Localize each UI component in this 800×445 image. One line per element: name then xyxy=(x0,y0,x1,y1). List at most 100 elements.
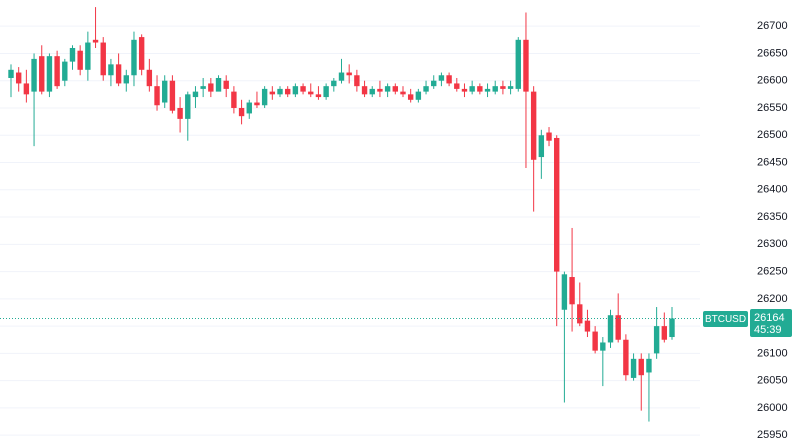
y-tick-label: 26400 xyxy=(757,184,788,196)
candle-body xyxy=(8,69,14,78)
candle-body xyxy=(346,72,352,76)
candle-body xyxy=(308,91,314,95)
candle-body xyxy=(384,86,391,92)
candle-body xyxy=(523,39,529,92)
candle-body xyxy=(315,94,322,98)
candle-body xyxy=(131,39,137,76)
candle-body xyxy=(630,358,637,378)
candle-body xyxy=(554,137,560,272)
candle-body xyxy=(569,277,575,305)
grid xyxy=(0,25,700,436)
candle-body xyxy=(484,88,491,92)
candle-body xyxy=(185,94,191,119)
candle-body xyxy=(661,326,668,340)
candle-body xyxy=(623,339,629,376)
candle-body xyxy=(31,58,37,92)
candle-body xyxy=(231,91,237,108)
candle-body xyxy=(177,107,183,119)
symbol-badge xyxy=(703,311,748,327)
symbol-label: BTCUSD xyxy=(705,314,746,325)
candle-body xyxy=(246,102,252,114)
y-tick-label: 26200 xyxy=(757,293,788,305)
candle-body xyxy=(407,94,414,100)
candle-body xyxy=(431,80,437,87)
candle-body xyxy=(261,88,268,106)
candle-body xyxy=(454,83,460,89)
candle-body xyxy=(85,42,91,70)
candle-body xyxy=(415,91,422,100)
candle-body xyxy=(561,274,568,310)
candle-body xyxy=(192,91,199,98)
y-tick-label: 25950 xyxy=(757,429,788,441)
y-tick-label: 26250 xyxy=(757,265,788,277)
candle-body xyxy=(215,77,222,92)
candle-body xyxy=(338,72,345,81)
candle-body xyxy=(69,47,76,62)
candle-body xyxy=(292,86,299,95)
candle-body xyxy=(669,318,675,338)
candle-body xyxy=(238,107,245,117)
candle-body xyxy=(538,135,545,158)
candle-body xyxy=(369,88,375,95)
candle-body xyxy=(577,304,583,324)
countdown-label: 45:39 xyxy=(754,324,782,336)
y-tick-label: 26600 xyxy=(757,75,788,87)
candle-body xyxy=(115,64,122,84)
candle-body xyxy=(254,102,260,106)
candle-body xyxy=(46,56,53,92)
candle-body xyxy=(162,80,168,103)
last-price-label: 26164 xyxy=(754,312,785,324)
candle-body xyxy=(284,88,291,95)
candles xyxy=(8,7,675,422)
candle-body xyxy=(377,88,383,92)
y-tick-label: 26650 xyxy=(757,47,788,59)
candle-body xyxy=(400,91,406,95)
candle-body xyxy=(108,64,114,76)
candle-body xyxy=(646,358,652,373)
candle-body xyxy=(461,88,468,92)
y-tick-label: 26450 xyxy=(757,156,788,168)
candle-body xyxy=(223,80,229,89)
candle-body xyxy=(423,86,429,92)
candle-body xyxy=(615,315,621,340)
y-tick-label: 26100 xyxy=(757,347,788,359)
candle-body xyxy=(584,320,591,332)
candle-body xyxy=(530,91,537,160)
candle-body xyxy=(323,86,329,98)
candle-body xyxy=(23,83,30,95)
candle-body xyxy=(392,86,399,92)
candle-body xyxy=(54,56,60,87)
y-tick-label: 26550 xyxy=(757,102,788,114)
candle-body xyxy=(361,86,368,95)
candle-body xyxy=(300,86,306,92)
candle-body xyxy=(592,331,598,351)
candle-body xyxy=(477,86,483,92)
candle-body xyxy=(507,86,514,89)
candle-body xyxy=(138,37,145,70)
candle-body xyxy=(354,75,360,87)
candle-body xyxy=(492,86,498,92)
y-tick-label: 26300 xyxy=(757,238,788,250)
candle-body xyxy=(600,342,606,351)
candle-body xyxy=(269,91,276,95)
price-label: BTCUSD 26164 45:39 xyxy=(703,309,792,337)
candle-body xyxy=(169,80,176,111)
candle-body xyxy=(653,326,660,354)
y-tick-label: 26000 xyxy=(757,402,788,414)
price-badge xyxy=(750,309,792,337)
candle-body xyxy=(100,42,106,76)
candle-body xyxy=(331,80,337,87)
candle-body xyxy=(39,56,45,92)
price-axis: 2595026000260502610026150262002625026300… xyxy=(757,20,788,441)
candle-body xyxy=(123,75,129,84)
y-tick-label: 26700 xyxy=(757,20,788,32)
candle-body xyxy=(62,61,68,81)
candle-body xyxy=(77,50,83,70)
y-tick-label: 26350 xyxy=(757,211,788,223)
candle-body xyxy=(200,86,206,89)
candle-body xyxy=(92,39,99,43)
candle-body xyxy=(15,72,22,84)
candle-body xyxy=(208,83,214,92)
candle-body xyxy=(438,75,445,81)
